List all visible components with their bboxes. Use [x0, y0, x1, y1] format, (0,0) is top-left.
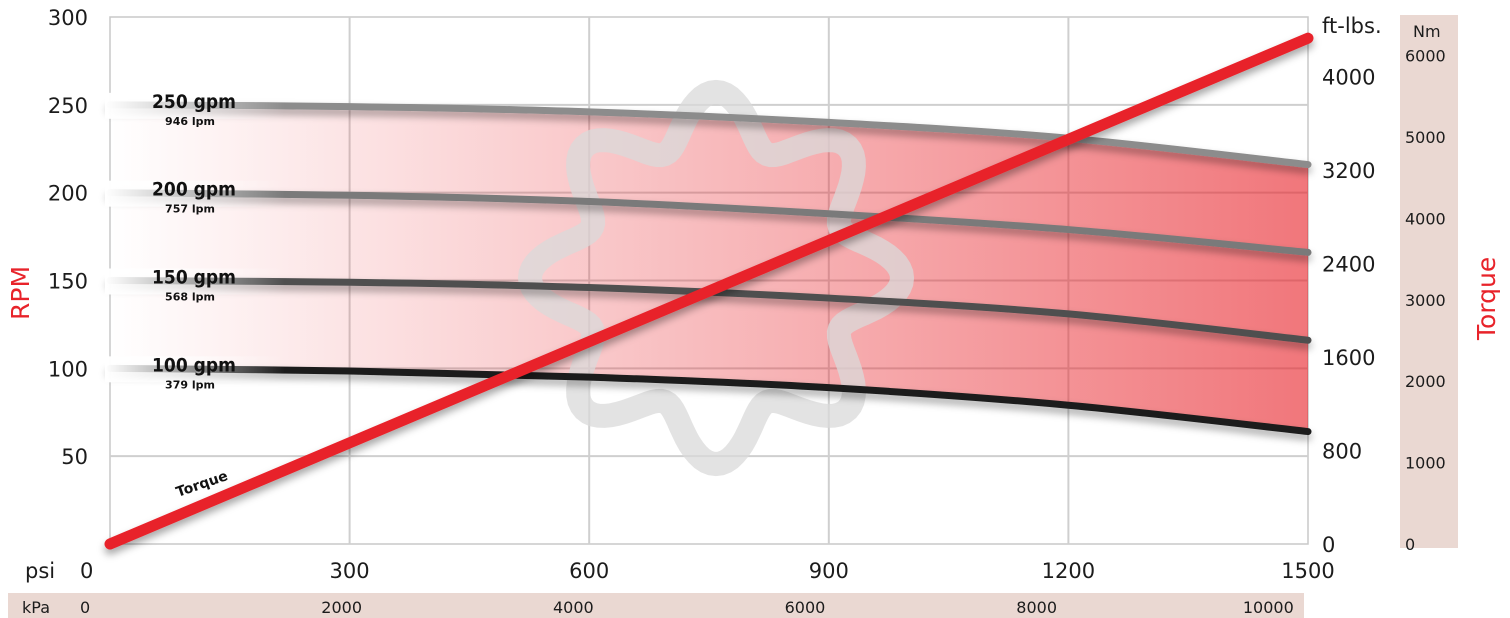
watermark-logo	[517, 79, 915, 477]
nm-unit-label: Nm	[1413, 22, 1441, 41]
psi-tick: 1500	[1281, 559, 1334, 583]
rpm-tick: 100	[48, 357, 88, 381]
x-psi-tick-labels: 0 300 600 900 1200 1500	[80, 559, 1335, 583]
ftlbs-tick: 2400	[1322, 253, 1375, 277]
psi-tick: 1200	[1042, 559, 1095, 583]
series-line-100-gpm	[106, 364, 1312, 436]
nm-tick: 1000	[1405, 454, 1446, 473]
ftlbs-tick: 4000	[1322, 66, 1375, 90]
y-axis-title-rpm: RPM	[6, 266, 35, 320]
kpa-unit-label: kPa	[22, 598, 50, 617]
rpm-tick: 200	[48, 182, 88, 206]
nm-tick: 3000	[1405, 291, 1446, 310]
psi-tick: 300	[330, 559, 370, 583]
series-fade	[105, 180, 285, 207]
rpm-tick: 300	[48, 6, 88, 30]
psi-tick: 900	[809, 559, 849, 583]
torque-line	[104, 32, 1314, 550]
psi-unit-label: psi	[25, 559, 55, 583]
nm-tick: 6000	[1405, 47, 1446, 66]
rpm-tick: 250	[48, 94, 88, 118]
series-sublabel: 568 lpm	[165, 291, 215, 304]
y-axis-title-torque: Torque	[1472, 257, 1501, 341]
kpa-tick: 2000	[321, 598, 362, 617]
series-label: 100 gpm	[152, 354, 236, 376]
series-fade	[105, 92, 285, 119]
kpa-tick: 8000	[1016, 598, 1057, 617]
kpa-tick: 10000	[1243, 598, 1294, 617]
ftlbs-unit-label: ft-lbs.	[1322, 14, 1382, 38]
kpa-tick: 4000	[553, 598, 594, 617]
ftlbs-tick: 3200	[1322, 159, 1375, 183]
series-sublabel: 946 lpm	[165, 115, 215, 128]
torque-fill-region	[110, 104, 1308, 432]
x-kpa-tick-labels: 0 2000 4000 6000 8000 10000	[80, 598, 1294, 617]
nm-tick: 4000	[1405, 209, 1446, 228]
rpm-tick: 150	[48, 270, 88, 294]
nm-tick: 5000	[1405, 128, 1446, 147]
series-line-250-gpm	[106, 101, 1312, 169]
series-sublabel: 379 lpm	[165, 378, 215, 391]
series-label: 200 gpm	[152, 179, 236, 201]
rpm-tick: 50	[61, 445, 88, 469]
psi-tick: 600	[569, 559, 609, 583]
series-label: 150 gpm	[152, 267, 236, 289]
nm-axis-band	[1400, 15, 1458, 548]
series-line-200-gpm	[106, 189, 1312, 256]
ftlbs-tick: 1600	[1322, 346, 1375, 370]
kpa-tick: 6000	[785, 598, 826, 617]
series-sublabel: 757 lpm	[165, 203, 215, 216]
right-nm-tick-labels: 0 1000 2000 3000 4000 5000 6000	[1405, 47, 1446, 554]
series-label-fades	[105, 92, 285, 383]
right-ftlbs-tick-labels: 0 800 1600 2400 3200 4000	[1322, 66, 1375, 557]
series-label: 250 gpm	[152, 91, 236, 113]
kpa-tick: 0	[80, 598, 90, 617]
nm-tick: 0	[1405, 535, 1415, 554]
psi-tick: 0	[80, 559, 93, 583]
series-labels: 250 gpm 946 lpm 200 gpm 757 lpm 150 gpm 568 l…	[152, 91, 236, 392]
series-fade	[105, 268, 285, 295]
kpa-axis-band	[8, 593, 1304, 618]
ftlbs-tick: 0	[1322, 533, 1335, 557]
nm-tick: 2000	[1405, 372, 1446, 391]
series-fade	[105, 356, 285, 383]
ftlbs-tick: 800	[1322, 440, 1362, 464]
left-rpm-tick-labels: 50 100 150 200 250 300	[48, 6, 88, 469]
